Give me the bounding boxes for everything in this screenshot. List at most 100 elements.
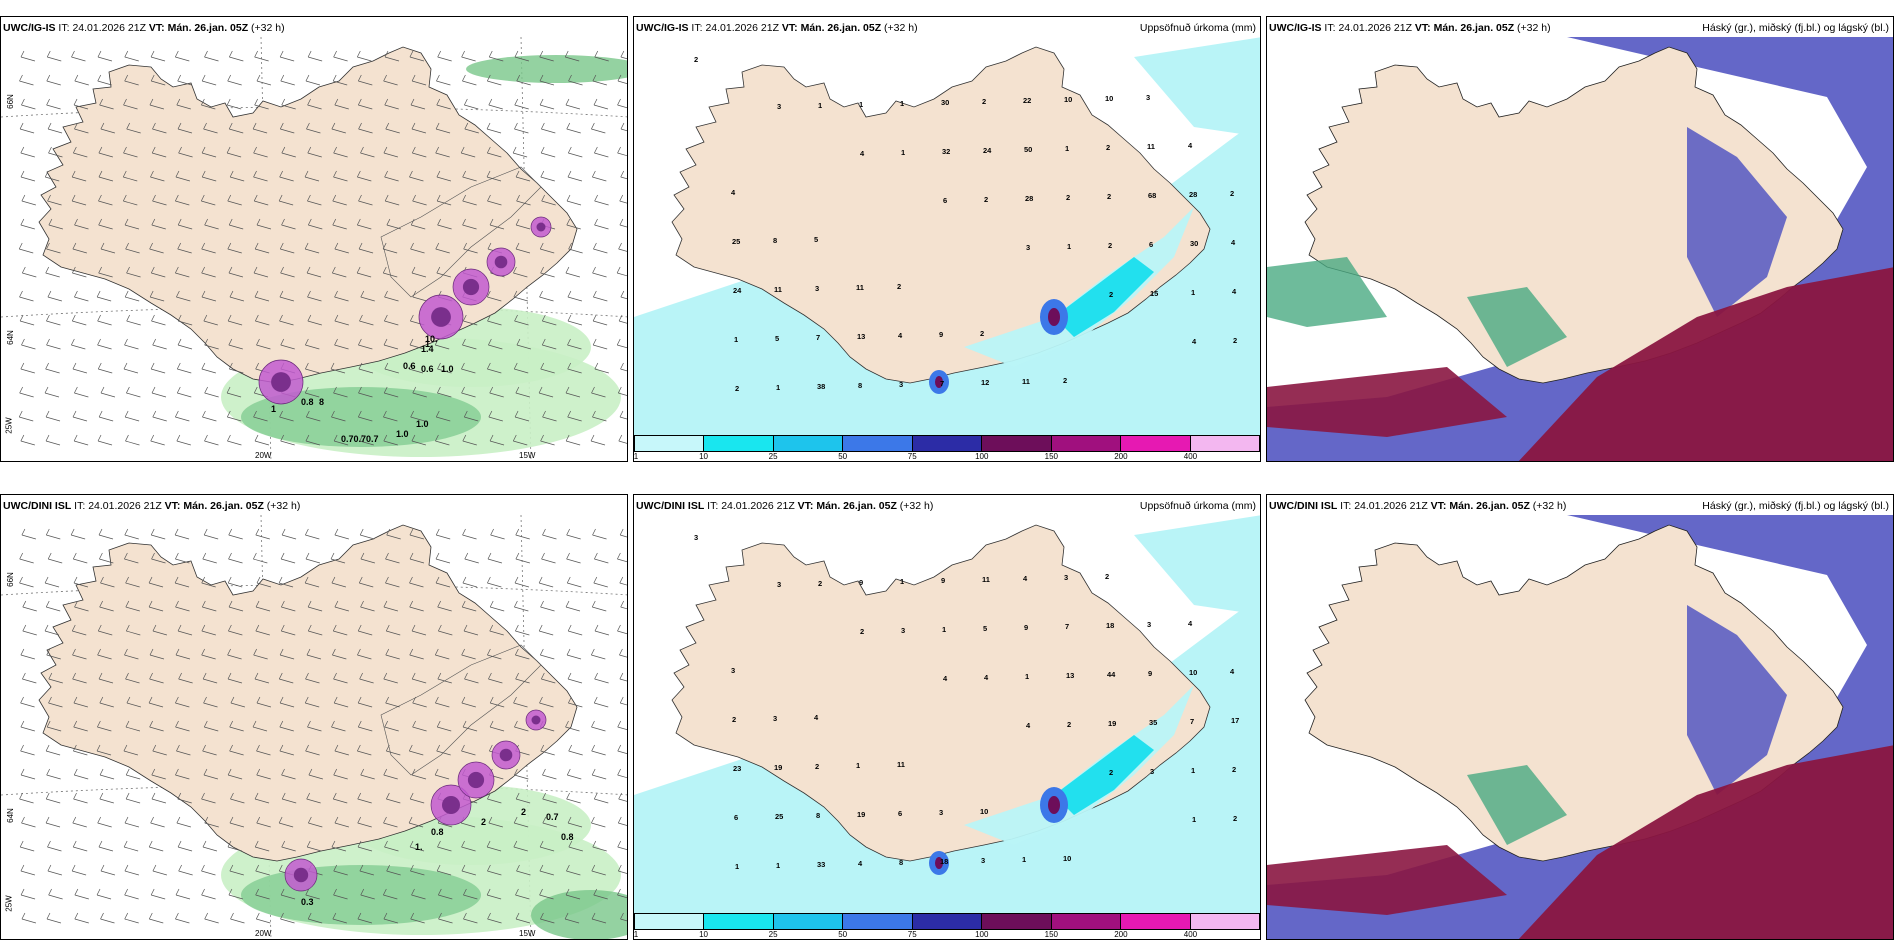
wind-barb xyxy=(567,296,582,302)
wind-barb xyxy=(334,528,339,536)
wind-barb xyxy=(539,894,554,900)
wind-barb xyxy=(514,128,529,134)
precip-value: 2 xyxy=(732,715,736,724)
colorbar-tick: 400 xyxy=(1183,452,1198,461)
wind-barb xyxy=(99,606,114,612)
wind-barb xyxy=(20,170,25,178)
wind-barb xyxy=(256,224,272,230)
wind-barb xyxy=(20,870,35,876)
wind-barb xyxy=(566,224,581,230)
wind-barb xyxy=(306,654,322,660)
wind-barb xyxy=(620,600,625,608)
wind-barb xyxy=(383,440,398,446)
precip-value: 2 xyxy=(521,807,526,817)
wind-barb xyxy=(436,720,441,728)
wind-barb xyxy=(591,864,596,872)
wind-barb xyxy=(148,606,164,612)
cloud-map xyxy=(1267,37,1893,461)
wind-barb xyxy=(175,606,190,612)
wind-barb xyxy=(73,582,89,588)
wind-barb xyxy=(592,176,607,182)
wind-barb xyxy=(462,582,477,588)
wind-barb xyxy=(435,344,450,350)
wind-barb xyxy=(542,534,557,540)
precip-value: 0.6 xyxy=(403,361,416,371)
wind-barb xyxy=(408,744,413,752)
precip-value: 4 xyxy=(1023,574,1028,583)
wind-barb xyxy=(229,744,233,752)
colorbar-tick: 75 xyxy=(907,452,917,461)
wind-barb xyxy=(437,846,452,852)
wind-barb xyxy=(99,600,103,608)
wind-barb xyxy=(331,582,347,588)
wind-barb xyxy=(20,894,36,900)
wind-barb xyxy=(412,392,427,398)
wind-barb xyxy=(150,170,154,178)
wind-barb xyxy=(72,272,87,278)
wind-barb xyxy=(487,864,491,872)
wind-barb xyxy=(150,440,165,446)
wind-barb xyxy=(617,744,622,752)
wind-barb xyxy=(332,648,336,656)
wind-barb xyxy=(332,792,337,800)
wind-barb xyxy=(230,918,245,924)
wind-barb xyxy=(201,104,216,110)
wind-barb xyxy=(100,870,116,876)
precip-value: 4 xyxy=(860,149,865,158)
wind-barb xyxy=(566,864,570,872)
wind-barb xyxy=(487,654,502,660)
wind-barb xyxy=(48,696,52,704)
wind-barb xyxy=(46,314,50,322)
wind-barb xyxy=(461,152,476,158)
precip-value: 3 xyxy=(939,808,943,817)
wind-barb xyxy=(617,552,621,560)
wind-barb xyxy=(45,822,61,828)
wind-barb xyxy=(20,648,25,656)
wind-barb xyxy=(333,80,348,86)
wind-barb xyxy=(308,774,323,780)
wind-barb xyxy=(333,146,337,154)
wind-barb xyxy=(567,368,582,374)
wind-barb xyxy=(618,314,623,322)
wind-barb xyxy=(513,296,528,302)
wind-barb xyxy=(124,918,139,924)
precip-value: 7 xyxy=(1190,717,1194,726)
wind-barb xyxy=(357,176,372,182)
wind-barb xyxy=(515,528,520,536)
precip-value: 19 xyxy=(857,810,865,819)
colorbar-swatch xyxy=(1121,914,1191,929)
wind-barb xyxy=(515,392,530,398)
wind-barb xyxy=(411,122,416,130)
precip-sea-area xyxy=(634,596,1260,915)
wind-barb xyxy=(281,224,296,230)
wind-barb xyxy=(19,392,34,398)
wind-barb xyxy=(177,218,182,226)
wind-barb xyxy=(306,410,310,418)
wind-barb xyxy=(252,122,257,130)
wind-barb xyxy=(20,176,36,182)
wind-barb xyxy=(201,648,205,656)
wind-barb xyxy=(304,248,320,254)
wind-barb xyxy=(72,654,87,660)
wind-barb xyxy=(149,648,154,656)
wind-barb xyxy=(358,726,373,732)
wind-barb xyxy=(539,290,543,298)
wind-barb xyxy=(44,392,60,398)
wind-barb xyxy=(175,50,179,58)
wind-barb xyxy=(542,528,546,536)
precip-mid-area xyxy=(531,890,627,939)
precip-core xyxy=(499,748,513,762)
wind-barb xyxy=(72,822,87,828)
wind-barb xyxy=(124,50,129,58)
wind-barb xyxy=(541,552,545,560)
wind-barb xyxy=(305,552,310,560)
panel-title: UWC/IG-IS IT: 24.01.2026 21Z VT: Mán. 26… xyxy=(3,22,285,34)
wind-barb xyxy=(151,392,167,398)
precip-value: 10. xyxy=(425,334,438,344)
wind-barb xyxy=(228,534,243,540)
wind-barb xyxy=(254,56,269,62)
wind-barb xyxy=(280,552,285,560)
wind-barb xyxy=(333,50,337,58)
wind-barb xyxy=(617,816,622,824)
wind-barb xyxy=(100,864,105,872)
